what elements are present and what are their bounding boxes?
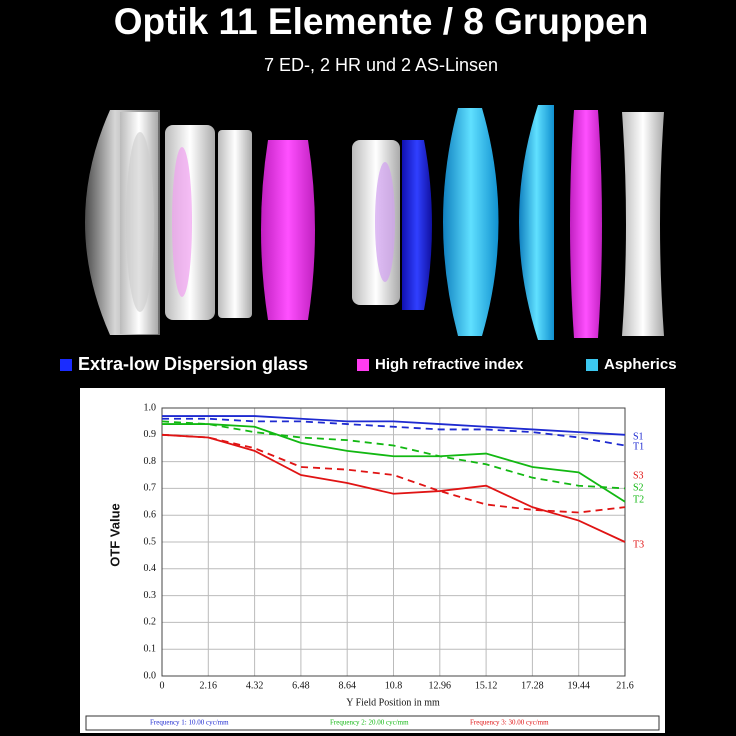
lens-diagram	[85, 105, 664, 340]
x-tick-label: 8.64	[338, 680, 356, 691]
legend-label: Aspherics	[604, 356, 677, 373]
y-tick-label: 0.5	[144, 536, 157, 547]
x-tick-label: 4.32	[246, 680, 264, 691]
series-label: S2	[633, 482, 644, 493]
series-line	[161, 433, 626, 543]
x-tick-label: 17.28	[521, 680, 544, 691]
y-tick-label: 0.4	[144, 563, 157, 574]
y-tick-label: 0.1	[144, 643, 157, 654]
y-tick-label: 0.0	[144, 670, 157, 681]
legend-swatch	[60, 359, 72, 371]
subtitle: 7 ED-, 2 HR und 2 AS-Linsen	[264, 55, 498, 75]
x-tick-label: 15.12	[475, 680, 498, 691]
chart: 0.0 0.1 0.2 0.3 0.4 0.5 0.6 0.7 0.8 0.9 1.0 0 2.16 4.…	[144, 402, 645, 726]
legend-swatch	[357, 359, 369, 371]
series-line	[162, 417, 626, 447]
x-tick-label: 12.96	[429, 680, 452, 691]
frequency-legend-label: Frequency 3: 30.00 cyc/mm	[470, 719, 549, 727]
series-label: T3	[633, 539, 644, 550]
series-line	[161, 420, 626, 490]
legend-label: Extra-low Dispersion glass	[78, 354, 308, 374]
frequency-legend-label: Frequency 2: 20.00 cyc/mm	[330, 719, 409, 727]
y-tick-label: 1.0	[144, 402, 157, 413]
series-line	[162, 415, 626, 436]
legend-swatch	[586, 359, 598, 371]
y-tick-label: 0.6	[144, 509, 157, 520]
frequency-legend-label: Frequency 1: 10.00 cyc/mm	[150, 719, 229, 727]
x-tick-label: 0	[160, 680, 165, 691]
x-tick-label: 6.48	[292, 680, 310, 691]
y-tick-label: 0.8	[144, 456, 157, 467]
series-line	[162, 423, 626, 503]
lens-legend: Extra-low Dispersion glass High refractiv…	[60, 354, 677, 374]
x-tick-label: 19.44	[567, 680, 590, 691]
y-axis-label: OTF Value	[107, 503, 122, 567]
x-tick-label: 21.6	[616, 680, 634, 691]
frequency-legend-box	[85, 715, 660, 731]
series-label: S1	[633, 431, 644, 442]
y-tick-label: 0.2	[144, 617, 157, 628]
y-tick-label: 0.7	[144, 483, 157, 494]
series-label: S3	[633, 470, 644, 481]
y-tick-label: 0.3	[144, 590, 157, 601]
legend-label: High refractive index	[375, 356, 524, 373]
y-tick-label: 0.9	[144, 429, 157, 440]
x-tick-label: 2.16	[200, 680, 218, 691]
x-tick-label: 10.8	[385, 680, 403, 691]
series-label: T2	[633, 494, 644, 505]
series-label: T1	[633, 441, 644, 452]
x-axis-label: Y Field Position in mm	[346, 697, 440, 708]
title: Optik 11 Elemente / 8 Gruppen	[114, 1, 649, 42]
